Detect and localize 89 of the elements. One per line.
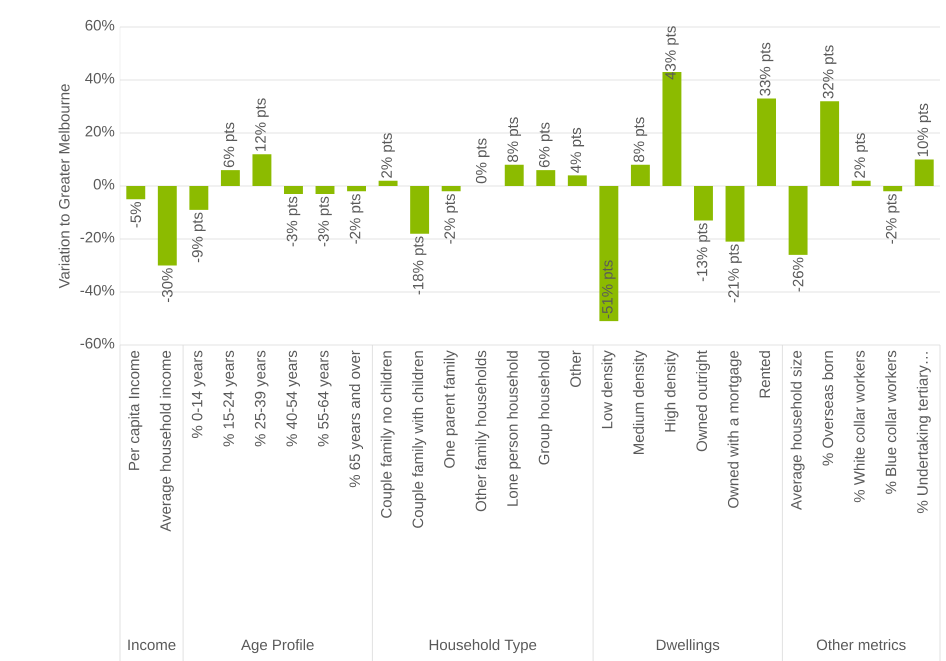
data-label: -5% xyxy=(130,202,142,228)
bar xyxy=(126,186,146,200)
bar xyxy=(504,164,524,186)
data-label: -18% pts xyxy=(412,236,426,294)
bar xyxy=(378,180,398,186)
data-label: -26% xyxy=(792,258,804,292)
y-tick-label: 60% xyxy=(86,20,114,31)
data-label: -3% pts xyxy=(286,196,300,246)
y-tick-label: -20% xyxy=(80,232,114,243)
x-tick-label: % 0-14 years xyxy=(192,350,206,438)
x-tick-label: Owned outright xyxy=(696,350,710,452)
y-axis-title: Variation to Greater Melbourne xyxy=(58,84,70,288)
bar xyxy=(788,186,808,255)
x-tick-label: Low density xyxy=(601,350,616,428)
bar xyxy=(757,98,776,186)
x-tick-label: Lone person household xyxy=(506,351,521,506)
data-label: 6% pts xyxy=(224,122,238,168)
data-label: -2% pts xyxy=(444,194,458,244)
x-tick-label: % 15-24 years xyxy=(223,350,237,446)
text: Other metrics xyxy=(816,639,906,650)
bar xyxy=(694,186,713,220)
data-label: 4% pts xyxy=(570,128,584,173)
data-label: 2% pts xyxy=(854,133,868,178)
data-label: 8% pts xyxy=(634,117,648,162)
bar xyxy=(220,170,240,186)
text: Household Type xyxy=(430,639,536,654)
bar xyxy=(726,186,744,242)
text: Dwellings xyxy=(656,639,720,654)
bar xyxy=(189,186,208,210)
data-label: -21% pts xyxy=(728,244,742,302)
y-tick-label: 0% xyxy=(94,178,114,190)
bar xyxy=(568,175,587,186)
x-tick-label: Couple family no children xyxy=(380,351,395,518)
bar xyxy=(442,186,461,192)
bar xyxy=(284,186,303,194)
bar xyxy=(914,160,934,186)
bar xyxy=(630,164,650,186)
x-tick-label: Other xyxy=(570,350,581,388)
bar xyxy=(536,170,556,186)
y-tick-label: -60% xyxy=(80,338,114,349)
x-tick-label: Per capita Income xyxy=(128,350,142,470)
x-tick-label: Medium density xyxy=(632,350,647,454)
data-label: -30% xyxy=(162,268,173,302)
x-tick-label: % Overseas born xyxy=(822,351,834,466)
x-tick-label: % Undertaking tertiary… xyxy=(916,352,931,514)
data-label: 0% pts xyxy=(476,138,490,184)
data-label: 10% pts xyxy=(917,104,932,156)
x-tick-label: Average household size xyxy=(790,350,805,510)
data-label: 33% pts xyxy=(760,42,774,96)
data-label: 43% pts xyxy=(665,26,679,80)
bar xyxy=(883,186,902,192)
data-label: -9% pts xyxy=(192,212,206,262)
x-tick-label: One parent family xyxy=(444,350,458,468)
bar xyxy=(852,180,871,186)
data-label: -2% pts xyxy=(886,194,900,244)
text: Income xyxy=(128,640,176,650)
x-tick-label: % 55-64 years xyxy=(318,350,332,446)
x-tick-label: % Blue collar workers xyxy=(885,350,896,494)
x-tick-label: % 25-39 years xyxy=(254,350,268,446)
data-label: 32% pts xyxy=(822,45,836,98)
bar xyxy=(252,154,272,186)
text: Age Profile xyxy=(241,639,314,654)
x-tick-label: Group household xyxy=(538,351,552,465)
data-label: -51% pts xyxy=(602,260,616,318)
x-tick-label: High density xyxy=(664,350,678,432)
data-label: -2% pts xyxy=(350,194,364,244)
data-label: 12% pts xyxy=(255,98,269,151)
data-label: 2% pts xyxy=(381,133,395,178)
x-tick-label: % 40-54 years xyxy=(286,350,300,446)
x-tick-label: Owned with a mortgage xyxy=(728,350,742,508)
y-tick-label: 20% xyxy=(86,126,114,137)
y-tick-label: -40% xyxy=(80,284,114,296)
x-tick-label: % 65 years and over xyxy=(349,350,364,488)
x-tick-label: Other family households xyxy=(475,350,490,512)
bar xyxy=(599,186,618,322)
x-tick-label: % White collar workers xyxy=(854,350,865,502)
data-label: -13% pts xyxy=(696,223,710,282)
x-tick-label: Average household income xyxy=(160,350,174,532)
bar xyxy=(158,186,177,266)
bar xyxy=(410,186,430,234)
x-tick-label: Rented xyxy=(759,351,770,398)
bar xyxy=(820,101,840,186)
y-tick-label: 40% xyxy=(85,72,114,84)
data-label: 8% pts xyxy=(507,117,522,162)
x-tick-label: Couple family with children xyxy=(412,351,426,528)
data-label: 6% pts xyxy=(538,122,553,168)
bar xyxy=(347,186,366,192)
bar xyxy=(316,186,334,194)
data-label: -3% pts xyxy=(318,196,332,246)
